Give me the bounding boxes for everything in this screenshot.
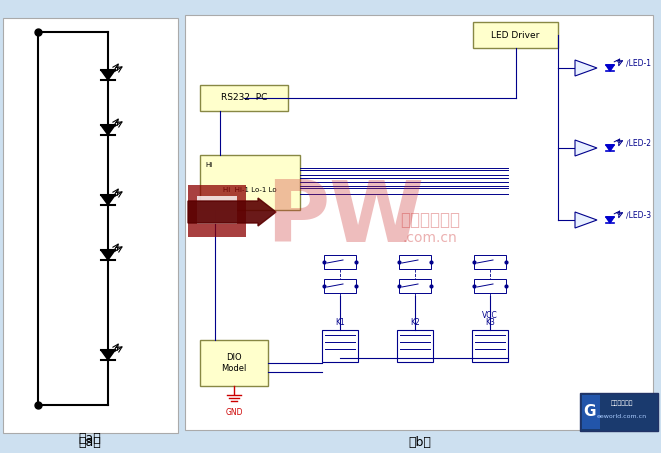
Polygon shape bbox=[575, 212, 597, 228]
Bar bbox=[185, 15, 653, 430]
Bar bbox=[322, 330, 358, 362]
Bar bbox=[197, 196, 237, 224]
Polygon shape bbox=[575, 60, 597, 76]
Bar bbox=[324, 255, 356, 269]
FancyArrow shape bbox=[188, 198, 276, 226]
Bar bbox=[397, 330, 433, 362]
Bar bbox=[188, 185, 246, 237]
Text: Hi  Hi-1 Lo-1 Lo: Hi Hi-1 Lo-1 Lo bbox=[223, 188, 277, 193]
Text: VCC: VCC bbox=[482, 311, 498, 320]
Bar bbox=[474, 255, 506, 269]
Text: K3: K3 bbox=[485, 318, 495, 327]
Text: ∕LED-2: ∕LED-2 bbox=[626, 138, 651, 147]
Bar bbox=[474, 279, 506, 293]
Polygon shape bbox=[101, 125, 115, 135]
Text: ∕LED-1: ∕LED-1 bbox=[626, 58, 651, 67]
Bar bbox=[472, 330, 508, 362]
Text: RS232  PC: RS232 PC bbox=[221, 93, 267, 102]
Text: （a）: （a） bbox=[79, 437, 101, 449]
Text: GND: GND bbox=[225, 408, 243, 417]
Text: LED Driver: LED Driver bbox=[491, 30, 539, 39]
Polygon shape bbox=[101, 70, 115, 80]
Bar bbox=[582, 395, 600, 429]
Text: PW: PW bbox=[266, 177, 424, 260]
Bar bbox=[324, 279, 356, 293]
Polygon shape bbox=[605, 65, 614, 71]
Bar bbox=[473, 22, 558, 48]
Polygon shape bbox=[101, 195, 115, 205]
Bar bbox=[200, 340, 268, 386]
Polygon shape bbox=[101, 350, 115, 360]
Polygon shape bbox=[605, 145, 614, 151]
Bar bbox=[3, 18, 178, 433]
Text: （b）: （b） bbox=[408, 437, 432, 449]
Text: （a）: （a） bbox=[79, 432, 101, 444]
Polygon shape bbox=[575, 140, 597, 156]
Polygon shape bbox=[605, 217, 614, 223]
Text: K2: K2 bbox=[410, 318, 420, 327]
Text: Hi: Hi bbox=[205, 162, 212, 168]
Bar bbox=[200, 155, 300, 210]
Bar bbox=[399, 255, 431, 269]
Bar bbox=[200, 85, 288, 111]
Text: 电工产品世界: 电工产品世界 bbox=[400, 211, 460, 229]
Text: 电子工程世界: 电子工程世界 bbox=[611, 400, 633, 406]
Text: DIO
Model: DIO Model bbox=[221, 353, 247, 373]
Polygon shape bbox=[101, 250, 115, 260]
Bar bbox=[580, 393, 658, 431]
Bar bbox=[399, 279, 431, 293]
Text: ∕LED-3: ∕LED-3 bbox=[626, 210, 651, 219]
Text: .com.cn: .com.cn bbox=[403, 231, 457, 245]
Text: eeworld.com.cn: eeworld.com.cn bbox=[597, 414, 647, 419]
Text: K1: K1 bbox=[335, 318, 345, 327]
Text: G: G bbox=[584, 405, 596, 419]
